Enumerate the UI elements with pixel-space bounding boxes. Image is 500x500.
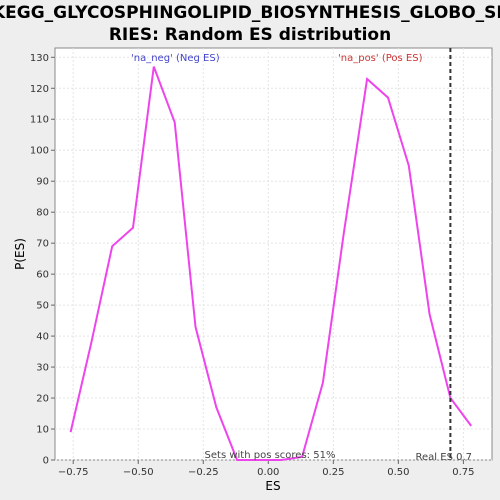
y-tick-label: 0 — [43, 456, 49, 467]
y-tick-label: 130 — [30, 53, 49, 64]
x-tick-label: −0.25 — [188, 467, 219, 478]
neg-es-label: 'na_neg' (Neg ES) — [131, 53, 220, 64]
x-axis-label: ES — [265, 479, 280, 493]
y-axis-label: P(ES) — [13, 238, 27, 270]
y-tick-label: 60 — [36, 270, 49, 281]
x-tick-label: 0.25 — [322, 467, 344, 478]
y-tick-label: 50 — [36, 301, 49, 312]
x-tick-label: 0.50 — [387, 467, 409, 478]
y-axis: 0 10 20 30 40 50 60 70 80 90 100 110 120 130 — [30, 53, 55, 467]
y-tick-label: 10 — [36, 425, 49, 436]
y-tick-label: 70 — [36, 239, 49, 250]
chart-title-line-1: KEGG_GLYCOSPHINGOLIPID_BIOSYNTHESIS_GLOB… — [0, 3, 500, 23]
series-line — [69, 66, 473, 461]
x-tick-label: −0.75 — [58, 467, 89, 478]
y-tick-label: 40 — [36, 332, 49, 343]
pos-es-label: 'na_pos' (Pos ES) — [338, 53, 423, 64]
x-tick-label: −0.50 — [123, 467, 154, 478]
plot-area — [54, 47, 493, 461]
y-tick-label: 120 — [30, 84, 49, 95]
real-es-label: Real ES 0.7 — [416, 452, 472, 463]
y-tick-label: 80 — [36, 208, 49, 219]
grid — [55, 48, 492, 461]
x-axis: −0.75 −0.50 −0.25 0.00 0.25 0.50 0.75 — [58, 460, 475, 478]
chart-title-line-2: RIES: Random ES distribution — [109, 25, 391, 45]
y-tick-label: 90 — [36, 177, 49, 188]
y-tick-label: 30 — [36, 363, 49, 374]
y-tick-label: 100 — [30, 146, 49, 157]
x-tick-label: 0.00 — [257, 467, 279, 478]
pos-scores-label: Sets with pos scores: 51% — [205, 450, 336, 461]
y-tick-label: 110 — [30, 115, 49, 126]
x-tick-label: 0.75 — [452, 467, 474, 478]
y-tick-label: 20 — [36, 394, 49, 405]
